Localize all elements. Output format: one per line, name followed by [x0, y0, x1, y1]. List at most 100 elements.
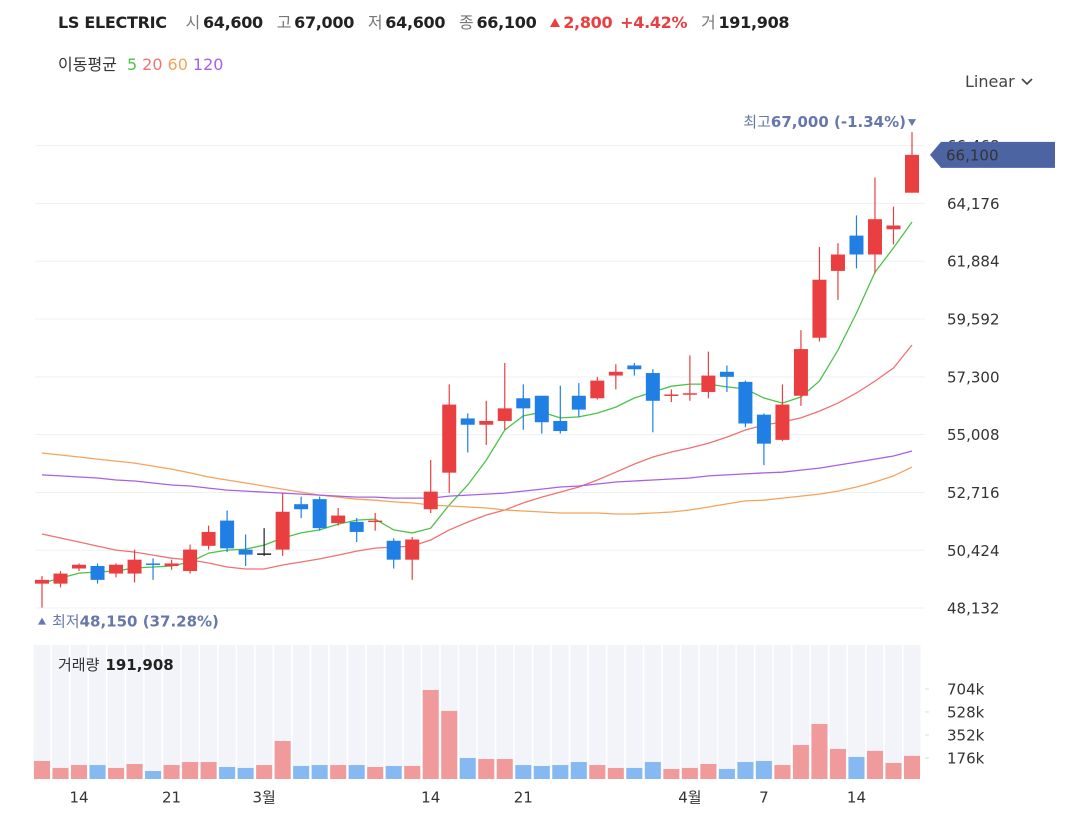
candle-body: [127, 559, 142, 574]
y-tick-label: 64,176: [947, 195, 1000, 213]
volume-bar: [441, 710, 458, 779]
volume-bar: [515, 765, 532, 779]
volume-bar: [700, 764, 717, 779]
column-band: [292, 645, 310, 779]
volume-bar: [293, 765, 310, 779]
ma-legend-item: 20: [142, 55, 163, 74]
column-band: [163, 645, 181, 779]
down-triangle: [908, 119, 916, 127]
volume-bar: [885, 762, 902, 779]
column-band: [107, 645, 125, 779]
x-tick-label: 14: [69, 789, 88, 807]
volume-bar: [459, 757, 476, 779]
candle-body: [812, 279, 827, 338]
stock-name: LS ELECTRIC: [58, 13, 167, 32]
low-label: 저: [367, 13, 383, 32]
volume-tick-label: 176k: [947, 749, 985, 767]
x-tick-label: 3월: [252, 789, 275, 807]
column-band: [496, 645, 514, 779]
column-band: [311, 645, 329, 779]
volume-bar: [681, 767, 698, 779]
candle-body: [238, 549, 253, 555]
volume-bar: [422, 689, 439, 779]
column-band: [126, 645, 144, 779]
volume-bar: [792, 745, 809, 779]
column-band: [181, 645, 199, 779]
y-tick-label: 52,716: [947, 484, 1000, 502]
volume-bar: [367, 767, 384, 779]
high-label: 고: [276, 13, 292, 32]
candle-body: [53, 573, 68, 584]
volume-tick-label: 528k: [947, 703, 985, 721]
column-band: [866, 645, 884, 779]
x-tick-label: 14: [847, 789, 866, 807]
candle-body: [146, 563, 161, 565]
volume-title-value: 191,908: [105, 656, 173, 674]
ma-line: [41, 450, 913, 499]
volume-bar: [533, 765, 550, 779]
candle-body: [849, 235, 864, 255]
candle-body: [386, 540, 401, 560]
candle-body: [312, 499, 327, 529]
volume-bar: [52, 767, 69, 779]
up-triangle: [38, 617, 46, 625]
volume-bar: [145, 770, 162, 779]
ma-legend-title: 이동평균: [58, 55, 117, 74]
candle-body: [220, 520, 235, 549]
max-annotation: 최고67,000 (-1.34%): [743, 113, 906, 131]
candle-body: [756, 414, 771, 444]
column-band: [773, 645, 791, 779]
candle-body: [183, 549, 198, 572]
volume-tick-label: 352k: [947, 726, 985, 744]
column-band: [903, 645, 921, 779]
change-value: 2,800: [563, 13, 613, 32]
column-band: [255, 645, 273, 779]
change-percent: +4.42%: [620, 13, 688, 32]
volume-bar: [718, 768, 735, 779]
volume-bar: [200, 762, 217, 779]
price-tag-label: 66,100: [946, 146, 999, 164]
column-band: [237, 645, 255, 779]
candle-body: [442, 404, 457, 473]
candle-body: [164, 563, 179, 566]
candle-body: [664, 394, 679, 396]
ma-legend-item: 120: [192, 55, 224, 74]
candle-body: [109, 564, 124, 574]
volume-bar: [404, 765, 421, 779]
column-band: [847, 645, 865, 779]
scale-mode-dropdown[interactable]: Linear: [965, 72, 1033, 91]
column-band: [644, 645, 662, 779]
close-label: 종: [459, 13, 474, 32]
column-band: [329, 645, 347, 779]
column-band: [385, 645, 403, 779]
volume-bar: [774, 765, 791, 779]
ma-legend-item: 60: [167, 55, 188, 74]
volume-bar: [256, 765, 273, 779]
column-band: [681, 645, 699, 779]
candle-body: [793, 349, 808, 396]
volume-bar: [163, 765, 180, 779]
volume-bar: [311, 765, 328, 779]
candle-body: [590, 380, 605, 399]
volume-bar: [737, 762, 754, 779]
x-tick-label: 7: [759, 789, 769, 807]
ma-line: [41, 344, 913, 570]
volume-bar: [589, 765, 606, 779]
candle-body: [405, 539, 420, 560]
column-band: [200, 645, 218, 779]
volume-bar: [607, 767, 624, 779]
candle-body: [645, 373, 660, 401]
candle-body: [35, 579, 49, 584]
candle-body: [886, 225, 901, 230]
column-band: [588, 645, 606, 779]
column-band: [551, 645, 569, 779]
volume-bar: [108, 767, 125, 779]
volume-label: 거: [701, 13, 716, 32]
x-tick-label: 14: [421, 789, 440, 807]
candle-body: [201, 531, 216, 546]
volume-bar: [552, 765, 569, 779]
candle-body: [257, 553, 272, 555]
min-annotation: 최저48,150 (37.28%): [52, 612, 219, 630]
